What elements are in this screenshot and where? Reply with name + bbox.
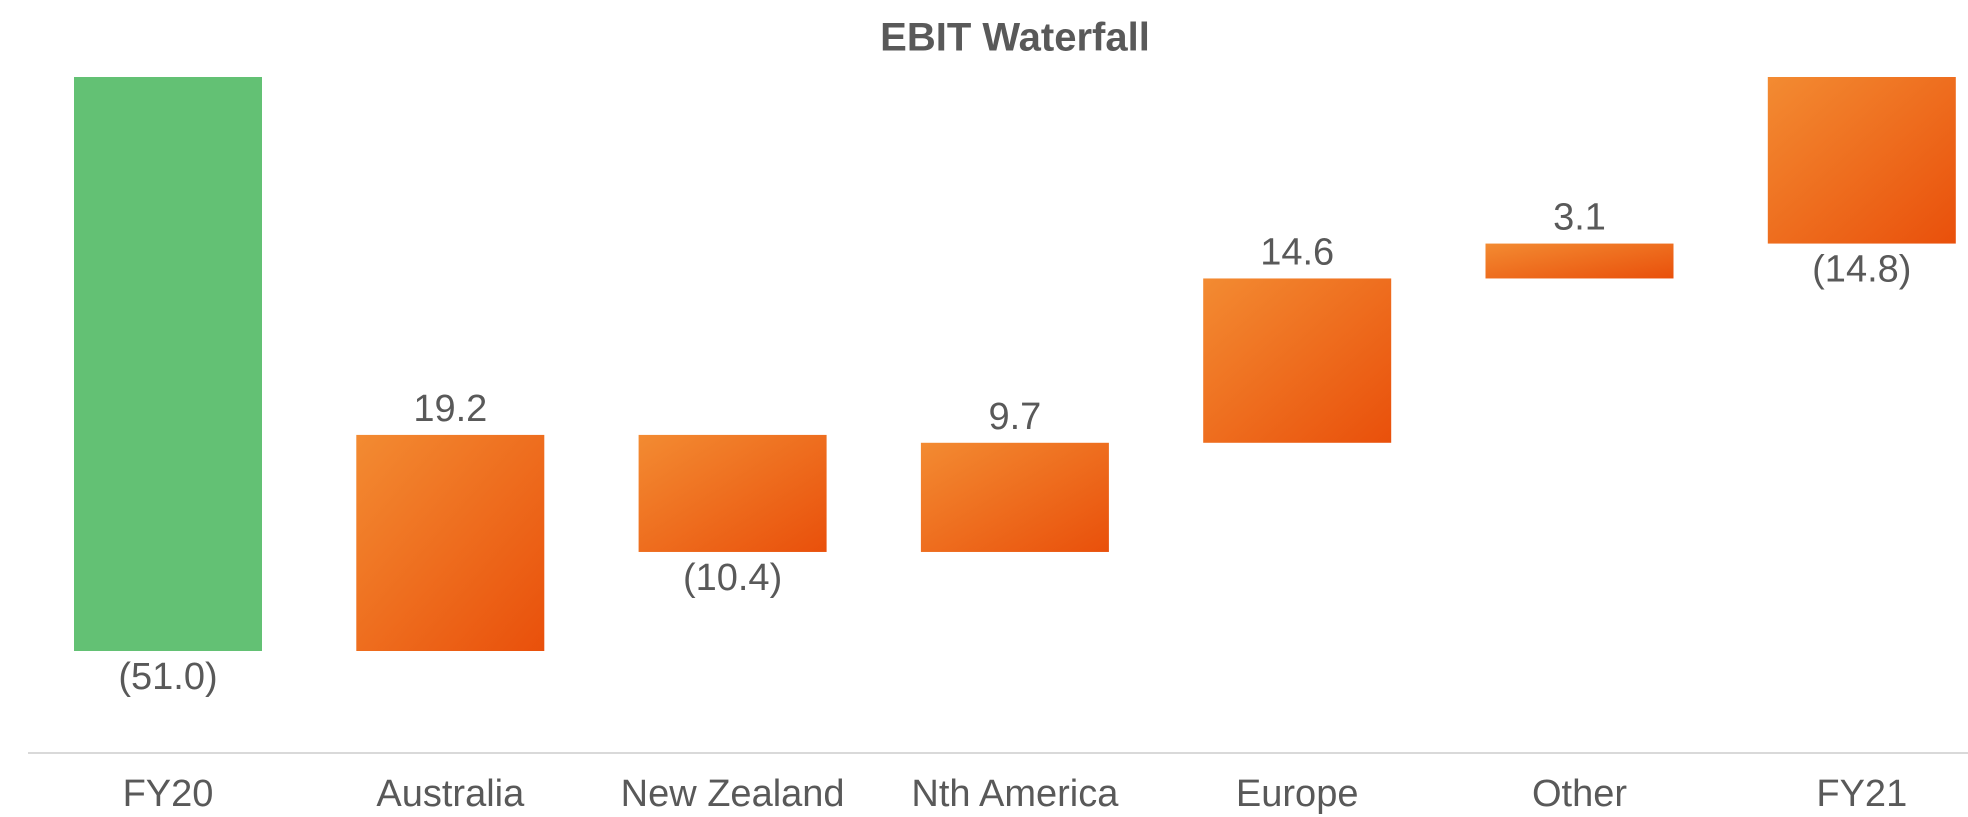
bar — [1767, 77, 1956, 244]
bar — [1485, 243, 1674, 279]
x-tick-label: Other — [1532, 773, 1627, 815]
x-tick-label: New Zealand — [621, 773, 845, 815]
data-label: (51.0) — [118, 656, 217, 698]
data-label: (10.4) — [683, 557, 782, 599]
bar — [920, 442, 1109, 552]
data-label: 14.6 — [1260, 231, 1334, 273]
bar — [74, 77, 262, 651]
data-label: (14.8) — [1812, 249, 1911, 291]
data-label: 9.7 — [988, 396, 1041, 438]
chart-title: EBIT Waterfall — [880, 16, 1150, 60]
bar — [638, 434, 827, 552]
x-tick-label: Nth America — [911, 773, 1119, 815]
bar — [356, 434, 545, 651]
x-tick-label: Europe — [1236, 773, 1359, 815]
bar — [1203, 278, 1392, 443]
data-label: 3.1 — [1553, 197, 1606, 239]
x-tick-label: FY21 — [1816, 773, 1907, 815]
x-tick-label: FY20 — [123, 773, 214, 815]
data-label: 19.2 — [413, 388, 487, 430]
x-tick-label: Australia — [376, 773, 525, 815]
